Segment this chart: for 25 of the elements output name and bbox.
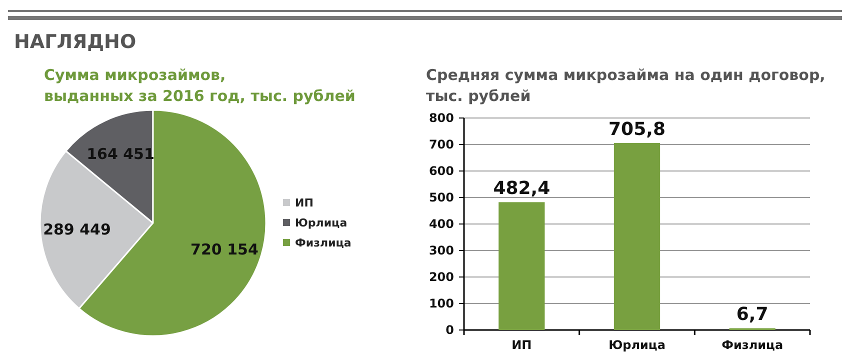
data-label: 6,7 xyxy=(736,304,768,326)
bar xyxy=(614,142,660,330)
x-tick-label: ИП xyxy=(512,338,532,352)
legend-label: ИП xyxy=(295,196,314,210)
legend-label: Физлица xyxy=(295,236,352,250)
y-tick-label: 600 xyxy=(428,164,454,178)
x-tick-label: Юрлица xyxy=(608,338,666,352)
y-tick-label: 500 xyxy=(428,190,454,204)
data-label: 720 154 xyxy=(190,240,258,259)
data-label: 289 449 xyxy=(43,220,111,238)
y-tick-label: 100 xyxy=(428,296,454,310)
y-tick-label: 200 xyxy=(428,270,454,284)
data-label: 482,4 xyxy=(493,178,550,200)
data-label: 705,8 xyxy=(608,118,666,140)
y-tick-label: 300 xyxy=(428,244,454,258)
y-tick-label: 800 xyxy=(428,111,454,125)
x-tick-label: Физлица xyxy=(722,338,784,352)
chart-title: Сумма микрозаймов, выданных за 2016 год, тыс. рублей xyxy=(44,66,356,105)
legend-label: Юрлица xyxy=(295,216,348,230)
y-tick-label: 0 xyxy=(446,323,454,337)
chart-title: Средняя сумма микрозайма на один договор, тыс. рублей xyxy=(426,66,826,105)
y-tick-label: 700 xyxy=(428,138,454,152)
bar xyxy=(498,202,545,330)
text: НАГЛЯДНО xyxy=(14,31,136,53)
y-tick-label: 400 xyxy=(428,217,454,231)
